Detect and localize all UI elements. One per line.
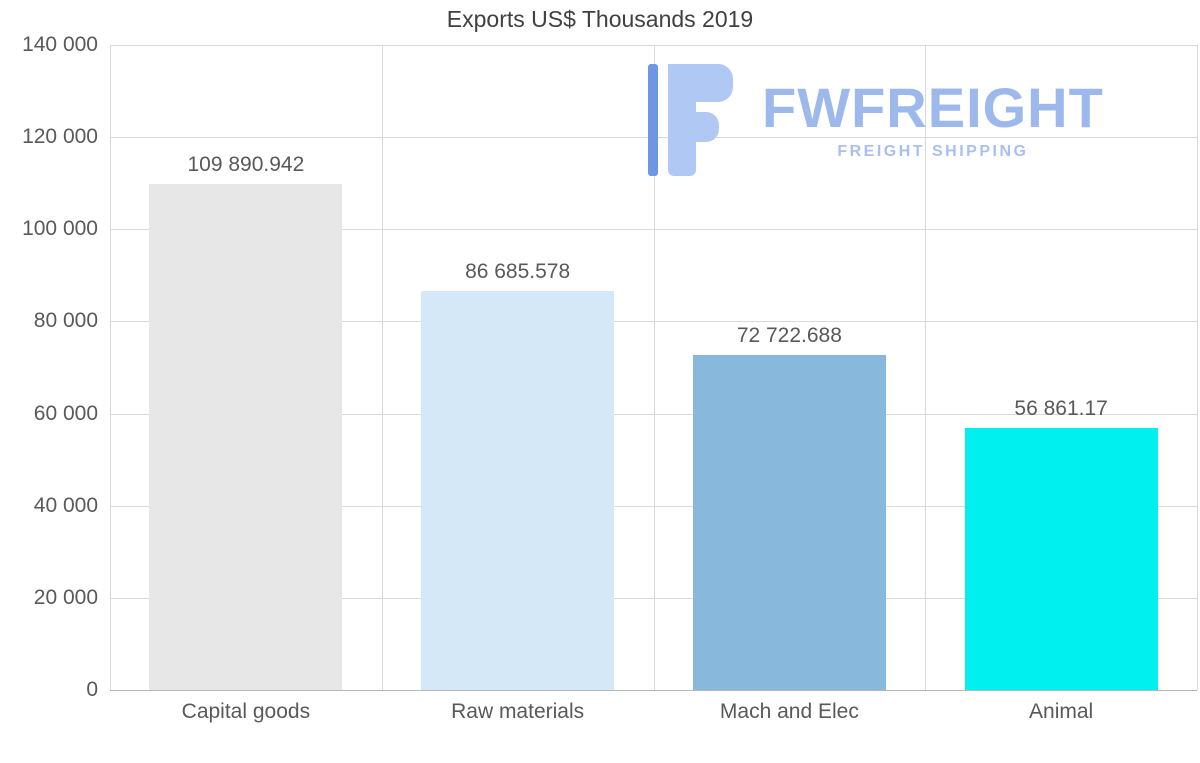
x-category-label: Capital goods <box>181 700 311 723</box>
x-axis-category-labels: Capital goods Raw materials Mach and Elec A… <box>110 700 1197 724</box>
vertical-gridline <box>653 45 655 690</box>
bar-value-label: 72 722.688 <box>736 323 842 347</box>
y-tick-label: 140 000 <box>22 33 98 56</box>
y-tick-label: 80 000 <box>33 309 98 333</box>
bar-value-label: 56 861.17 <box>1014 397 1108 421</box>
bar-slot: 56 861.17 <box>925 45 1197 690</box>
bar-slot: 72 722.688 <box>654 45 926 690</box>
vertical-gridline <box>381 45 383 690</box>
x-axis-line <box>110 690 1197 691</box>
y-tick-label: 0 <box>86 678 98 701</box>
bars-container: 109 890.942 86 685.578 72 722.688 56 861.17 <box>110 45 1197 690</box>
bar-slot: 109 890.942 <box>110 45 382 690</box>
bar-slot: 86 685.578 <box>382 45 654 690</box>
y-tick-label: 100 000 <box>22 217 98 241</box>
bar-mach-and-elec <box>692 354 886 690</box>
y-tick-label: 40 000 <box>33 493 98 517</box>
x-category-label: Mach and Elec <box>719 700 859 723</box>
plot-area: 109 890.942 86 685.578 72 722.688 56 861.17 <box>110 45 1198 691</box>
y-axis-tick-labels: 140 000 120 000 100 000 80 000 60 000 40 000 2… <box>0 33 98 701</box>
logo-text: FWFREIGHT <box>762 75 1104 139</box>
fwfreight-logo-icon <box>648 64 733 176</box>
x-category-label: Animal <box>1029 700 1094 723</box>
watermark-logo: FWFREIGHT FREIGHT SHIPPING <box>648 64 1104 176</box>
logo-text-block: FWFREIGHT FREIGHT SHIPPING <box>762 75 1104 161</box>
vertical-gridline <box>110 45 111 690</box>
vertical-gridline <box>925 45 927 690</box>
bar-animal <box>964 428 1158 690</box>
y-tick-label: 20 000 <box>33 585 98 609</box>
y-tick-label: 120 000 <box>22 125 98 149</box>
chart-title: Exports US$ Thousands 2019 <box>446 6 754 32</box>
bar-value-label: 109 890.942 <box>187 152 305 176</box>
bar-raw-materials <box>421 290 615 690</box>
logo-subtitle: FREIGHT SHIPPING <box>837 142 1029 160</box>
bar-capital-goods <box>149 183 343 690</box>
x-category-label: Raw materials <box>451 700 585 723</box>
bar-value-label: 86 685.578 <box>465 259 571 283</box>
vertical-gridline <box>1197 45 1198 690</box>
y-tick-label: 60 000 <box>33 401 98 425</box>
